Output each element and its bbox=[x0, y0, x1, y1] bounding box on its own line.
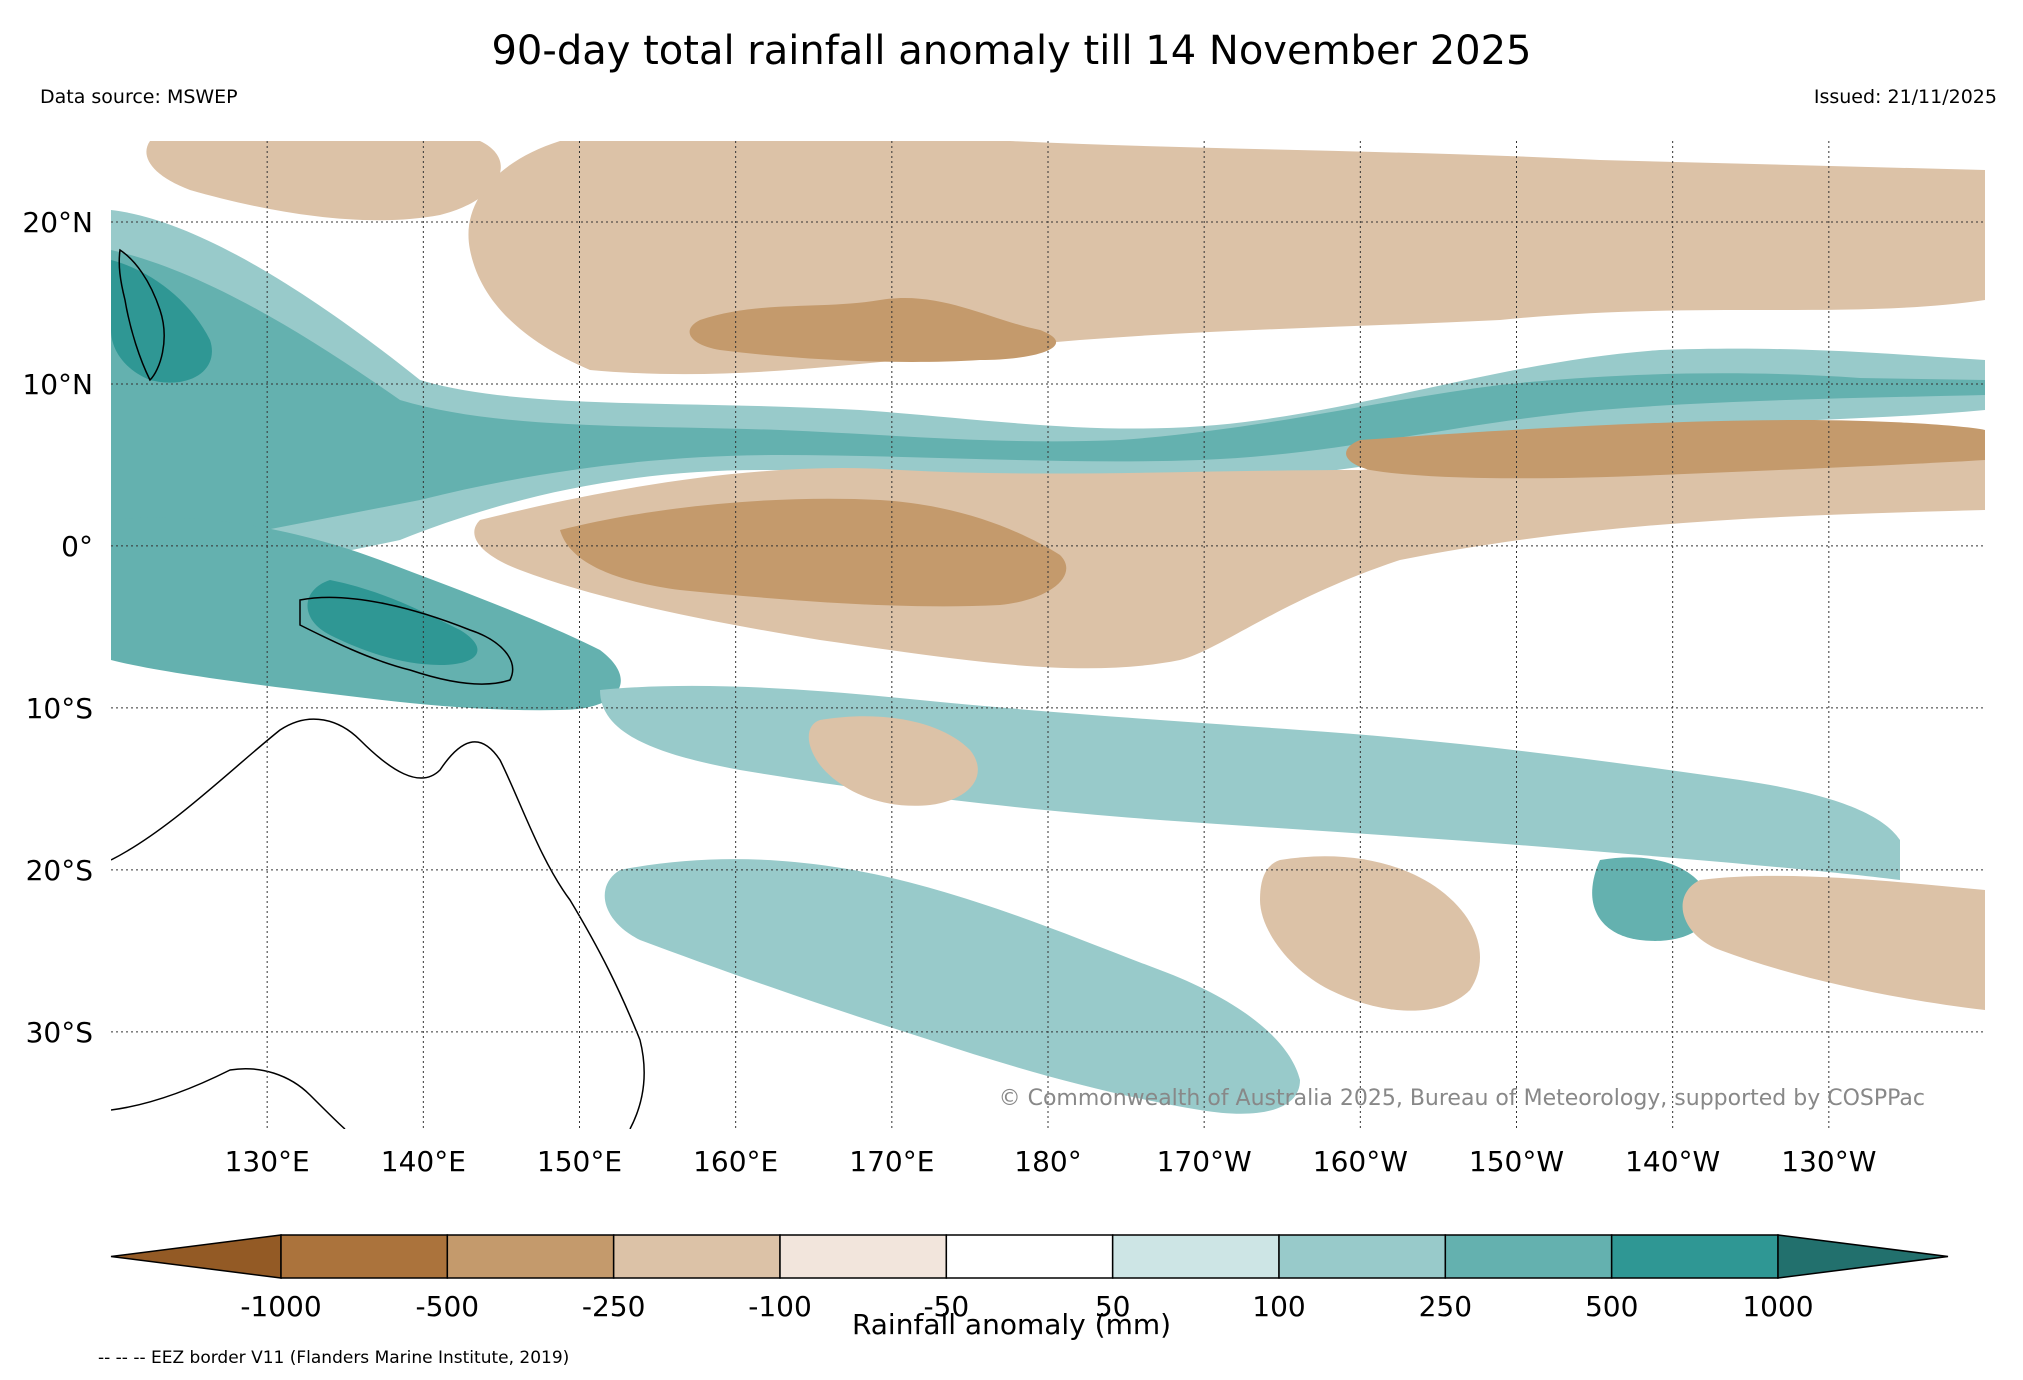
colorbar-segment bbox=[945, 1234, 1114, 1279]
new-zealand-coastline bbox=[111, 1068, 346, 1129]
colorbar-segment bbox=[1444, 1234, 1613, 1279]
axis-labels: 20°N 10°N 0° 10°S 20°S 30°S 130°E 140°E 150°E 160… bbox=[22, 206, 1876, 1178]
longitude-label: 140°W bbox=[1625, 1145, 1720, 1178]
colorbar-segment bbox=[779, 1234, 948, 1279]
dry-core-east-pacific bbox=[1346, 420, 1985, 479]
colorbar-tick-label: 1000 bbox=[1742, 1290, 1813, 1323]
latitude-label: 0° bbox=[61, 530, 93, 563]
dry-patch-south-central bbox=[1260, 856, 1480, 1011]
wet-patch-south-east bbox=[1592, 857, 1711, 941]
colorbar-tick-label: 500 bbox=[1585, 1290, 1638, 1323]
longitude-label: 170°E bbox=[849, 1145, 934, 1178]
dry-band-north-core bbox=[689, 297, 1057, 362]
issued-date-label: Issued: 21/11/2025 bbox=[1813, 86, 1997, 108]
longitude-label: 180° bbox=[1014, 1145, 1081, 1178]
colorbar-label: Rainfall anomaly (mm) bbox=[851, 1308, 1172, 1341]
colorbar-extend-low bbox=[110, 1234, 282, 1279]
latitude-label: 20°S bbox=[26, 854, 93, 887]
colorbar-segment bbox=[280, 1234, 449, 1279]
colorbar-tick-label: -100 bbox=[748, 1290, 812, 1323]
wet-core-new-guinea bbox=[307, 580, 478, 665]
new-guinea-coastline bbox=[299, 596, 514, 685]
colorbar-segment bbox=[1278, 1234, 1447, 1279]
graticule bbox=[111, 141, 1985, 1129]
longitude-label: 160°E bbox=[693, 1145, 778, 1178]
copyright-notice: © Commonwealth of Australia 2025, Bureau… bbox=[999, 1086, 1925, 1111]
latitude-label: 20°N bbox=[22, 206, 93, 239]
colorbar-tick-label: -250 bbox=[582, 1290, 646, 1323]
colorbar-segment bbox=[612, 1234, 781, 1279]
colorbar-tick-label: 50 bbox=[1095, 1290, 1131, 1323]
colorbar-tick-label: 100 bbox=[1252, 1290, 1305, 1323]
longitude-label: 150°W bbox=[1469, 1145, 1564, 1178]
colorbar-ticks: -1000 -500 -250 -100 -50 50 100 250 500 1000 bbox=[240, 1290, 1813, 1323]
colorbar-tick-label: -500 bbox=[416, 1290, 480, 1323]
colorbar-tick-label: -50 bbox=[923, 1290, 969, 1323]
wet-core-philippines bbox=[111, 260, 212, 383]
latitude-label: 10°S bbox=[26, 692, 93, 725]
dry-core-equatorial bbox=[560, 498, 1067, 607]
colorbar-tick-label: -1000 bbox=[240, 1290, 321, 1323]
wet-band-south bbox=[604, 859, 1300, 1114]
chart-title: 90-day total rainfall anomaly till 14 No… bbox=[491, 28, 1532, 74]
latitude-label: 30°S bbox=[26, 1016, 93, 1049]
colorbar-segment bbox=[1111, 1234, 1280, 1279]
longitude-label: 130°W bbox=[1781, 1145, 1876, 1178]
colorbar-extend-high bbox=[1777, 1234, 1949, 1279]
longitude-label: 160°W bbox=[1313, 1145, 1408, 1178]
latitude-label: 10°N bbox=[22, 368, 93, 401]
colorbar-segment bbox=[1610, 1234, 1779, 1279]
colorbar-segments bbox=[110, 1234, 1949, 1279]
colorbar-segment bbox=[446, 1234, 615, 1279]
dry-band-equatorial bbox=[474, 430, 1985, 669]
dry-patch-far-north bbox=[146, 141, 501, 221]
colorbar-tick-label: 250 bbox=[1419, 1290, 1472, 1323]
wet-band-itcz-core bbox=[111, 250, 1985, 560]
longitude-label: 150°E bbox=[537, 1145, 622, 1178]
longitude-label: 170°W bbox=[1157, 1145, 1252, 1178]
longitude-label: 130°E bbox=[225, 1145, 310, 1178]
longitude-label: 140°E bbox=[381, 1145, 466, 1178]
eez-border-note: -- -- -- EEZ border V11 (Flanders Marine… bbox=[98, 1348, 570, 1368]
dry-patch-south-east bbox=[1682, 875, 1985, 1010]
dry-patch-coral-sea bbox=[808, 716, 978, 806]
philippines-coastline bbox=[118, 248, 165, 382]
australia-coastline bbox=[111, 718, 645, 1129]
data-source-label: Data source: MSWEP bbox=[40, 86, 238, 108]
